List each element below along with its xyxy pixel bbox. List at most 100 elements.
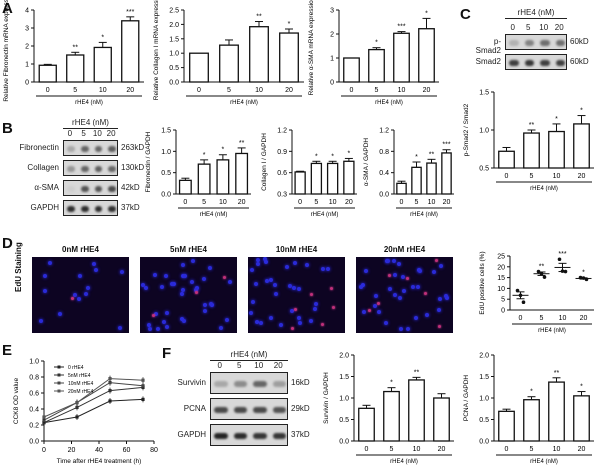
x-axis-label: rHE4 (nM)	[200, 212, 228, 218]
bar	[418, 28, 435, 83]
panel-label-d: D	[2, 235, 13, 252]
bar	[523, 399, 540, 442]
western-blot-b: rHE4 (nM) 0 5 10 20 Fibronectin 263kD Collagen 1…	[8, 118, 148, 223]
bar	[279, 32, 299, 83]
molecular-weight-label: 60kD	[570, 37, 589, 46]
bar	[93, 46, 112, 83]
bar	[121, 20, 140, 83]
x-tick-label: 80	[150, 447, 158, 454]
bar	[433, 397, 450, 442]
bar	[426, 162, 437, 195]
bar	[368, 48, 385, 83]
molecular-weight-label: 130kD	[121, 163, 145, 172]
y-tick-label: 2.0	[169, 22, 179, 29]
x-tick-label: 5	[540, 315, 544, 322]
data-point	[141, 384, 145, 388]
x-tick-label: 10	[398, 87, 406, 94]
significance-marker: *	[222, 147, 225, 154]
y-tick-label: 1.0	[169, 51, 179, 58]
y-tick-label: 0.3	[277, 192, 287, 199]
x-tick-label: 20	[578, 173, 586, 180]
x-tick-label: 5	[390, 446, 394, 453]
protein-band	[272, 433, 286, 439]
significance-marker: ***	[397, 24, 405, 31]
data-point	[75, 405, 79, 409]
chart-e-cck8-line: CCK8 OD value 0.0 0.2 0.4 0.6 0.8 1.0 0 20 40 60 80…	[13, 359, 158, 466]
blot-header: rHE4 (nM)	[505, 8, 567, 19]
edu-image-title: 10nM rHE4	[275, 245, 318, 254]
lane-label: 10	[539, 23, 549, 32]
blot-strip	[210, 424, 288, 446]
western-blot-f: rHE4 (nM) 0 5 10 20 Survivin 16kD PCNA 29kD GAPDH…	[165, 350, 325, 450]
blot-header: rHE4 (nM)	[210, 350, 288, 361]
x-tick-label: 5	[314, 199, 318, 206]
y-tick-label: 0	[501, 308, 505, 315]
line-series	[43, 398, 144, 424]
y-axis-label: Relative α-SMA mRNA expression	[308, 0, 315, 95]
bar	[38, 64, 57, 83]
blot-strip	[210, 398, 288, 420]
y-tick-label: 0.0	[169, 80, 179, 87]
y-tick-label: 1.0	[479, 396, 489, 403]
x-tick-label: 0	[400, 199, 404, 206]
y-tick-label: 2.5	[169, 8, 179, 15]
y-tick-label: 0.9	[277, 149, 287, 156]
y-tick-label: 1.5	[161, 128, 171, 135]
significance-marker: **	[539, 264, 545, 271]
protein-band	[253, 407, 267, 413]
western-blot-c: rHE4 (nM) 0 5 10 20 p-Smad2 60kD Smad2 60kD	[470, 8, 600, 78]
significance-marker: **	[414, 369, 420, 376]
protein-band	[509, 40, 519, 46]
chart-b-fibronectin-gapdh: Fibronectin / GAPDH 0.0 0.5 1.0 1.5 0 5 10 20 rHE…	[145, 128, 251, 218]
y-tick-label: 1.5	[339, 374, 349, 381]
x-tick-label: 20	[126, 87, 134, 94]
edu-image-title: 0nM rHE4	[62, 245, 99, 254]
y-tick-label: 0.0	[161, 192, 171, 199]
protein-band	[94, 206, 103, 212]
chart-b-collagen-gapdh: Collagen I / GAPDH 0.3 0.6 0.9 1.2 0 5 10 20 rHE4…	[261, 128, 357, 218]
x-tick-label: 5	[415, 199, 419, 206]
panel-label-c: C	[460, 6, 471, 23]
significance-marker: **	[554, 370, 560, 377]
lane-label: 5	[237, 361, 242, 370]
y-tick-label: 0.0	[379, 192, 389, 199]
significance-marker: *	[375, 40, 378, 47]
x-axis-label: rHE4 (nM)	[390, 459, 418, 465]
data-point	[141, 397, 145, 401]
data-point	[75, 415, 79, 419]
protein-band	[272, 381, 286, 387]
y-tick-label: 2	[330, 32, 334, 39]
significance-marker: *	[582, 270, 585, 277]
molecular-weight-label: 37kD	[121, 203, 140, 212]
protein-band	[555, 40, 565, 46]
x-tick-label: 0	[505, 446, 509, 453]
legend-entry: 10nM rHE4	[68, 381, 94, 387]
protein-band	[94, 166, 103, 172]
blot-row-label: Survivin	[177, 378, 206, 387]
data-point	[108, 389, 112, 393]
y-tick-label: 0.6	[277, 170, 287, 177]
y-tick-label: 0.5	[339, 417, 349, 424]
edu-micrograph	[140, 257, 237, 333]
x-axis-label: rHE4 (nM)	[375, 100, 403, 106]
y-tick-label: 0	[25, 80, 29, 87]
molecular-weight-label: 29kD	[291, 404, 310, 413]
protein-band	[253, 433, 267, 439]
y-tick-label: 3	[25, 26, 29, 33]
significance-marker: *	[530, 389, 533, 396]
significance-marker: *	[555, 116, 558, 123]
x-tick-label: 0	[505, 173, 509, 180]
significance-marker: ***	[442, 142, 450, 149]
y-tick-label: 2.0	[339, 353, 349, 360]
blot-row-label: GAPDH	[30, 203, 59, 212]
x-axis-label: rHE4 (nM)	[410, 212, 438, 218]
significance-marker: *	[101, 34, 104, 41]
blot-strip	[63, 160, 118, 176]
protein-band	[80, 146, 89, 152]
y-tick-label: 5	[501, 297, 505, 304]
bar	[343, 160, 355, 195]
lane-label: 0	[217, 361, 222, 370]
bar	[408, 379, 425, 442]
line-series	[43, 378, 144, 418]
x-axis-label: rHE4 (nM)	[530, 186, 558, 192]
